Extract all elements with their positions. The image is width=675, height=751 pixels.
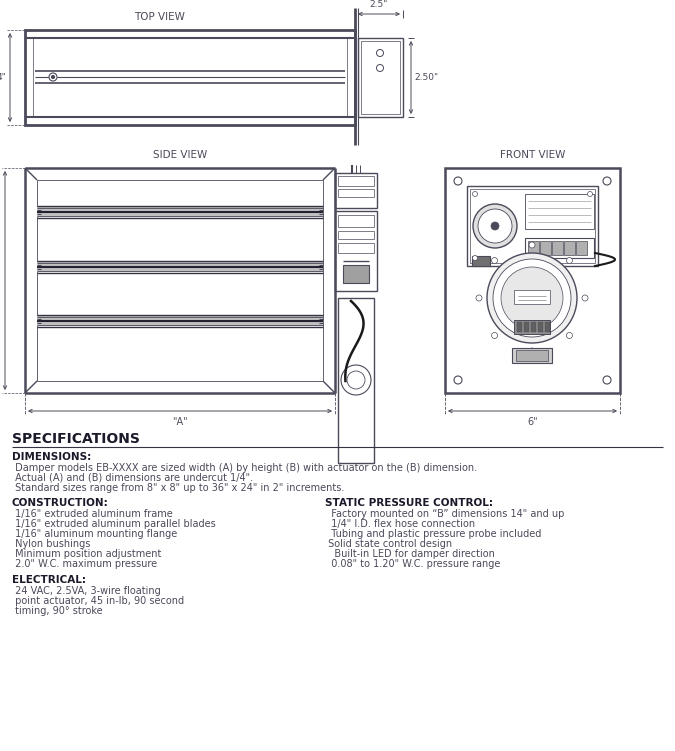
Circle shape xyxy=(587,192,593,197)
Bar xyxy=(335,211,377,291)
Bar xyxy=(538,322,543,332)
Circle shape xyxy=(341,365,371,395)
Text: SIDE VIEW: SIDE VIEW xyxy=(153,150,207,160)
Bar xyxy=(33,38,347,117)
Bar xyxy=(531,322,536,332)
Text: Standard sizes range from 8" x 8" up to 36" x 24" in 2" increments.: Standard sizes range from 8" x 8" up to … xyxy=(12,483,344,493)
Bar xyxy=(445,168,620,393)
Text: "A": "A" xyxy=(172,417,188,427)
Circle shape xyxy=(582,295,588,301)
Bar xyxy=(470,189,595,263)
Circle shape xyxy=(472,255,477,261)
Text: TOP VIEW: TOP VIEW xyxy=(134,12,186,22)
Text: point actuator, 45 in-lb, 90 second: point actuator, 45 in-lb, 90 second xyxy=(12,596,184,606)
Text: Actual (A) and (B) dimensions are undercut 1/4".: Actual (A) and (B) dimensions are underc… xyxy=(12,473,253,483)
Bar xyxy=(525,194,594,229)
Circle shape xyxy=(491,333,497,339)
Bar xyxy=(338,298,374,463)
Bar xyxy=(338,231,374,239)
Text: Built-in LED for damper direction: Built-in LED for damper direction xyxy=(325,549,495,559)
Circle shape xyxy=(377,50,383,56)
Circle shape xyxy=(454,376,462,384)
Bar xyxy=(358,38,403,117)
Bar xyxy=(512,348,552,363)
Bar xyxy=(338,176,374,186)
Circle shape xyxy=(493,259,571,337)
Circle shape xyxy=(501,267,563,329)
Text: 1/16" extruded aluminum frame: 1/16" extruded aluminum frame xyxy=(12,509,173,519)
Circle shape xyxy=(454,177,462,185)
Text: 6": 6" xyxy=(527,417,538,427)
Bar xyxy=(545,322,550,332)
Bar xyxy=(540,241,551,255)
Circle shape xyxy=(51,76,55,79)
Text: timing, 90° stroke: timing, 90° stroke xyxy=(12,606,103,616)
Text: "B": "B" xyxy=(0,276,1,285)
Bar xyxy=(528,241,539,255)
Bar xyxy=(37,262,323,272)
Text: Minimum position adjustment: Minimum position adjustment xyxy=(12,549,161,559)
Text: Tubing and plastic pressure probe included: Tubing and plastic pressure probe includ… xyxy=(325,529,541,539)
Circle shape xyxy=(603,177,611,185)
Circle shape xyxy=(603,376,611,384)
Circle shape xyxy=(491,258,497,264)
Bar xyxy=(467,186,598,266)
Bar xyxy=(516,350,548,361)
Bar xyxy=(338,189,374,197)
Circle shape xyxy=(529,348,535,354)
Text: SPECIFICATIONS: SPECIFICATIONS xyxy=(12,432,140,446)
Text: 4": 4" xyxy=(0,73,6,82)
Text: 2.50": 2.50" xyxy=(414,73,438,82)
Text: 0.08" to 1.20" W.C. pressure range: 0.08" to 1.20" W.C. pressure range xyxy=(325,559,500,569)
Bar xyxy=(338,243,374,253)
Bar xyxy=(564,241,575,255)
Bar xyxy=(517,322,522,332)
Text: FRONT VIEW: FRONT VIEW xyxy=(500,150,565,160)
Text: STATIC PRESSURE CONTROL:: STATIC PRESSURE CONTROL: xyxy=(325,498,493,508)
Circle shape xyxy=(487,253,577,343)
Circle shape xyxy=(529,242,535,248)
Text: 1/16" extruded aluminum parallel blades: 1/16" extruded aluminum parallel blades xyxy=(12,519,216,529)
Bar xyxy=(343,265,369,283)
Circle shape xyxy=(473,204,517,248)
Bar xyxy=(335,173,377,208)
Text: DIMENSIONS:: DIMENSIONS: xyxy=(12,452,91,462)
Circle shape xyxy=(478,209,512,243)
Circle shape xyxy=(566,333,572,339)
Text: ELECTRICAL:: ELECTRICAL: xyxy=(12,575,86,585)
Circle shape xyxy=(491,222,499,230)
Bar xyxy=(514,320,550,334)
Bar xyxy=(576,241,587,255)
Text: 2.0" W.C. maximum pressure: 2.0" W.C. maximum pressure xyxy=(12,559,157,569)
Bar xyxy=(37,207,323,217)
Bar xyxy=(525,238,594,258)
Text: 2.5": 2.5" xyxy=(370,0,388,9)
Circle shape xyxy=(566,258,572,264)
Bar xyxy=(338,215,374,227)
Text: 1/4" I.D. flex hose connection: 1/4" I.D. flex hose connection xyxy=(325,519,475,529)
Bar xyxy=(25,30,355,125)
Bar xyxy=(524,322,529,332)
Circle shape xyxy=(472,192,477,197)
Bar xyxy=(37,180,323,381)
Bar xyxy=(472,256,490,266)
Text: 24 VAC, 2.5VA, 3-wire floating: 24 VAC, 2.5VA, 3-wire floating xyxy=(12,586,161,596)
Text: CONSTRUCTION:: CONSTRUCTION: xyxy=(12,498,109,508)
Bar xyxy=(514,290,550,304)
Text: Nylon bushings: Nylon bushings xyxy=(12,539,90,549)
Text: Solid state control design: Solid state control design xyxy=(325,539,452,549)
Circle shape xyxy=(49,73,57,81)
Text: 1/16" aluminum mounting flange: 1/16" aluminum mounting flange xyxy=(12,529,178,539)
Circle shape xyxy=(476,295,482,301)
Text: Damper models EB-XXXX are sized width (A) by height (B) with actuator on the (B): Damper models EB-XXXX are sized width (A… xyxy=(12,463,477,473)
Bar xyxy=(361,41,400,114)
Bar xyxy=(37,316,323,327)
Circle shape xyxy=(347,371,365,389)
Circle shape xyxy=(377,65,383,71)
Text: Factory mounted on “B” dimensions 14" and up: Factory mounted on “B” dimensions 14" an… xyxy=(325,509,564,519)
Bar xyxy=(552,241,563,255)
